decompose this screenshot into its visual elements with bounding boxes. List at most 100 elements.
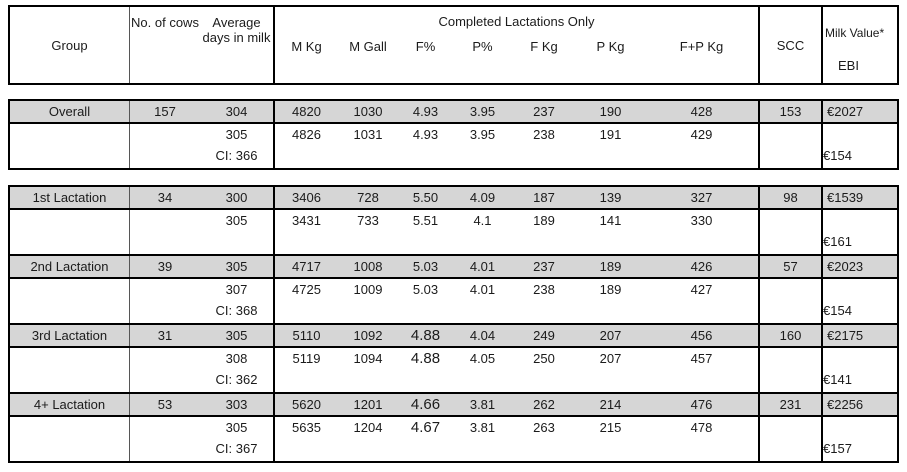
ppct-value2: 3.95	[469, 127, 496, 142]
fpkg-value2: 427	[690, 282, 713, 297]
ebi-cell: €154	[823, 279, 897, 323]
fpct-value2: 4.88	[410, 350, 441, 367]
ppct-value: 4.04	[469, 328, 496, 343]
mkg-value: 4820	[292, 104, 321, 119]
cows-empty-cell	[130, 124, 200, 168]
pkg-value: 189	[599, 259, 622, 274]
fkg-value2: 238	[533, 282, 555, 297]
completed-lactations-title: Completed Lactations Only	[438, 14, 595, 29]
summary-row-4plus: 4+ Lactation 53 303 5620 1201 4.66 3.81 …	[10, 392, 897, 415]
detail-row-3rd: 308 CI: 362 5119 1094 4.88 4.05 250 207 …	[10, 346, 897, 392]
days-followup-value: 305	[225, 127, 248, 142]
days-value: 305	[200, 256, 275, 277]
calving-interval-value: CI: 366	[215, 148, 258, 163]
scc-value: 160	[758, 325, 823, 346]
fpct-value2: 5.51	[412, 213, 439, 228]
pkg-value2: 191	[599, 127, 622, 142]
table-header-block: Group No. of cows Average days in milk C…	[8, 5, 899, 85]
mkg-value2: 3431	[292, 213, 321, 228]
fpkg-value: 428	[690, 104, 713, 119]
mkg-column-header: M Kg	[291, 39, 322, 54]
ppct-value2: 4.05	[469, 351, 496, 366]
pkg-value2: 141	[599, 213, 622, 228]
group-empty-cell	[10, 348, 130, 392]
scc-value: 153	[758, 101, 823, 122]
mgall-value2: 1031	[353, 127, 383, 142]
fkg-value2: 250	[533, 351, 555, 366]
cows-empty-cell	[130, 417, 200, 461]
calving-interval-value: CI: 368	[215, 303, 258, 318]
ebi-value: €154	[823, 148, 852, 163]
days-value: 304	[200, 101, 275, 122]
group-empty-cell	[10, 124, 130, 168]
fkg-value: 237	[533, 104, 555, 119]
detail-row-4plus: 305 CI: 367 5635 1204 4.67 3.81 263 215 …	[10, 415, 897, 461]
fkg-value: 237	[533, 259, 555, 274]
mgall-value: 1008	[353, 259, 383, 274]
days-value: 305	[200, 325, 275, 346]
group-name-cell: 3rd Lactation	[10, 325, 130, 346]
mkg-value: 5110	[292, 328, 321, 343]
scc-column-header: SCC	[758, 7, 823, 83]
pkg-value: 207	[599, 328, 622, 343]
group-name-cell: Overall	[10, 101, 130, 122]
mgall-column-header: M Gall	[349, 39, 387, 54]
scc-value: 57	[758, 256, 823, 277]
fpct-value: 4.66	[410, 396, 441, 413]
fpkg-value2: 457	[690, 351, 713, 366]
overall-block: Overall 157 304 4820 1030 4.93 3.95 237 …	[8, 99, 899, 170]
ebi-cell: €157	[823, 417, 897, 461]
days-value: 300	[200, 187, 275, 208]
milk-value-label: Milk Value*	[825, 26, 885, 40]
scc-empty-cell	[758, 210, 823, 254]
mgall-value2: 1009	[353, 282, 383, 297]
mkg-value2: 5119	[292, 351, 321, 366]
milk-value-column-header: Milk Value* EBI	[823, 7, 897, 83]
days-followup-value: 308	[225, 351, 248, 366]
milk-value: €2023	[827, 259, 864, 274]
cows-value: 53	[157, 397, 173, 412]
fpkg-value2: 429	[690, 127, 713, 142]
days-followup-value: 305	[225, 420, 248, 435]
calving-interval-value: CI: 362	[215, 372, 258, 387]
ebi-value: €161	[823, 234, 852, 249]
cows-column-header: No. of cows	[131, 15, 199, 30]
days-column-header: Average days in milk	[200, 7, 275, 83]
fpct-value: 4.88	[410, 327, 441, 344]
milk-value: €1539	[827, 190, 864, 205]
scc-empty-cell	[758, 124, 823, 168]
mkg-value2: 4725	[292, 282, 321, 297]
ebi-cell: €141	[823, 348, 897, 392]
fkg-value: 187	[533, 190, 555, 205]
fpkg-column-header: F+P Kg	[679, 39, 724, 54]
group-empty-cell	[10, 210, 130, 254]
mgall-value: 728	[357, 190, 379, 205]
cows-empty-cell	[130, 279, 200, 323]
ppct-value2: 4.01	[469, 282, 496, 297]
ebi-cell: €154	[823, 124, 897, 168]
ppct-value: 4.01	[469, 259, 496, 274]
ebi-value: €157	[823, 441, 852, 456]
ppct-value: 4.09	[469, 190, 496, 205]
mgall-value2: 733	[357, 213, 379, 228]
mgall-value: 1092	[353, 328, 383, 343]
pkg-value2: 189	[599, 282, 622, 297]
group-name-cell: 4+ Lactation	[10, 394, 130, 415]
fpkg-value2: 478	[690, 420, 713, 435]
scc-value: 98	[758, 187, 823, 208]
fpct-column-header: F%	[415, 39, 436, 54]
cows-value: 31	[157, 328, 173, 343]
fpkg-value2: 330	[690, 213, 713, 228]
days-detail-cell: 308 CI: 362	[200, 348, 275, 392]
fpct-value2: 4.93	[412, 127, 439, 142]
pkg-value2: 207	[599, 351, 622, 366]
mgall-value2: 1204	[353, 420, 383, 435]
days-value: 303	[200, 394, 275, 415]
days-detail-cell: 305 CI: 366	[200, 124, 275, 168]
cows-value: 157	[154, 104, 176, 119]
fkg-value2: 238	[533, 127, 555, 142]
ppct-value: 3.81	[469, 397, 496, 412]
cows-value: 34	[157, 190, 173, 205]
summary-row-3rd: 3rd Lactation 31 305 5110 1092 4.88 4.04…	[10, 323, 897, 346]
